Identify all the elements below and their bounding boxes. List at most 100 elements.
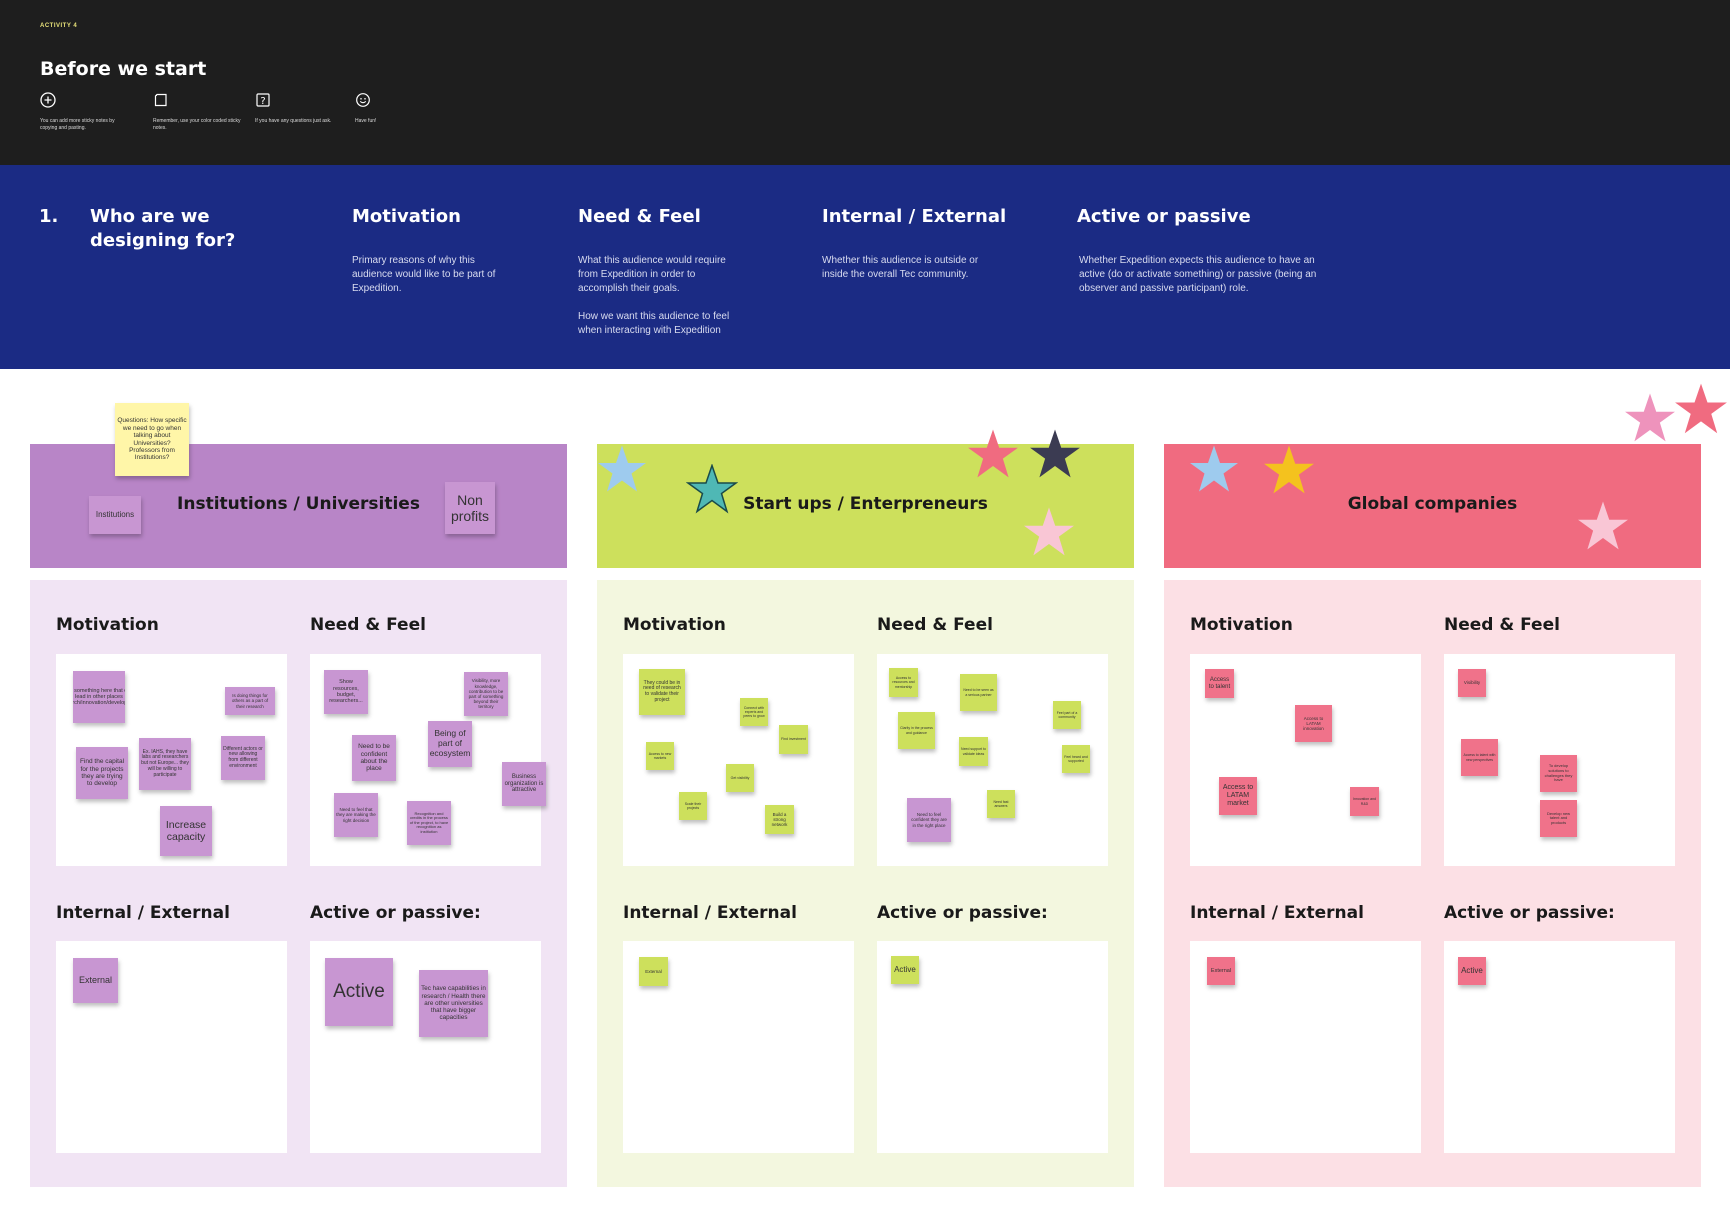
tip-add-notes: You can add more sticky notes by copying… [40, 92, 130, 132]
step-number: 1. [39, 206, 59, 227]
board-motivation[interactable]: They could be in need of research to val… [623, 654, 854, 866]
band-col-title: Motivation [352, 206, 461, 227]
sticky-note[interactable]: Need fast answers [987, 790, 1015, 818]
sticky-note[interactable]: Access to resources and mentorship [889, 668, 918, 697]
smiley-icon [356, 93, 370, 107]
board-active-passive[interactable]: Active [1444, 941, 1675, 1153]
sticky-note[interactable]: Need to be confident about the place [352, 735, 396, 781]
activity-header [0, 0, 1730, 165]
sticky-note[interactable]: Access to LATAM innovation [1295, 705, 1332, 742]
band-question: Who are we designing for? [90, 206, 236, 251]
sticky-note[interactable]: Active [891, 956, 919, 984]
band-col-title: Internal / External [822, 206, 1007, 227]
tip-text: You can add more sticky notes by copying… [40, 118, 115, 131]
sticky-note[interactable]: External [639, 957, 668, 986]
audience-panel-startups: Motivation Need & Feel Internal / Extern… [597, 580, 1134, 1187]
section-title-active: Active or passive: [1444, 903, 1615, 923]
sticky-note[interactable]: Being of part of ecosystem [428, 721, 472, 767]
star-icon[interactable] [1577, 500, 1629, 552]
board-need-feel[interactable]: Visibility Access to talent with new per… [1444, 654, 1675, 866]
question-note[interactable]: Questions: How specific we need to go wh… [115, 403, 189, 476]
tip-have-fun: Have fun! [355, 92, 445, 125]
board-internal-external[interactable]: External [1190, 941, 1421, 1153]
audience-panel-global: Motivation Need & Feel Internal / Extern… [1164, 580, 1701, 1187]
band-col-desc: Primary reasons of why this audience wou… [352, 255, 496, 294]
section-title-active: Active or passive: [310, 903, 481, 923]
sticky-note[interactable]: Active [1458, 957, 1486, 985]
sticky-note[interactable]: Scale their projects [679, 792, 707, 820]
sticky-note[interactable]: Business organization is attractive [502, 762, 546, 806]
svg-text:?: ? [260, 96, 265, 107]
board-internal-external[interactable]: External [623, 941, 854, 1153]
sticky-note[interactable]: Is doing things for others as a part of … [225, 687, 275, 715]
sticky-note[interactable]: Get visibility [726, 764, 754, 792]
tag-note[interactable]: Non profits [445, 482, 495, 534]
section-title-active: Active or passive: [877, 903, 1048, 923]
star-icon[interactable] [1624, 392, 1676, 444]
sticky-note[interactable]: Find the capital for the projects they a… [76, 747, 128, 799]
sticky-note[interactable]: Access to new markets [646, 742, 674, 770]
sticky-note[interactable]: Recognition and credits in the process o… [407, 801, 451, 845]
star-icon[interactable] [1029, 428, 1081, 480]
sticky-note[interactable]: They could be in need of research to val… [639, 669, 685, 715]
sticky-note[interactable]: Find something here that don't lead in o… [73, 671, 125, 723]
sticky-note[interactable]: Feel heard and supported [1062, 745, 1090, 773]
sticky-note[interactable]: Feel part of a community [1053, 701, 1081, 729]
sticky-note[interactable]: Find investment [779, 725, 808, 754]
sticky-note[interactable]: Build a strong network [765, 805, 794, 834]
star-icon[interactable] [1189, 444, 1239, 494]
board-motivation[interactable]: Access to talent Access to LATAM innovat… [1190, 654, 1421, 866]
board-motivation[interactable]: Find something here that don't lead in o… [56, 654, 287, 866]
section-title-need: Need & Feel [310, 615, 426, 635]
activity-label: ACTIVITY 4 [40, 23, 78, 29]
sticky-note[interactable]: Show resources, budget, researchers... [324, 670, 368, 714]
sticky-note[interactable]: Access to talent with new perspectives [1461, 739, 1498, 776]
sticky-note[interactable]: Innovation and R&D [1350, 787, 1379, 816]
sticky-note[interactable]: Visibility [1458, 669, 1486, 697]
tip-color-coded: Remember, use your color coded sticky no… [153, 92, 243, 132]
sticky-note[interactable]: Ex. IAHS, they have labs and researchers… [139, 738, 191, 790]
board-need-feel[interactable]: Show resources, budget, researchers... V… [310, 654, 546, 866]
section-title-motivation: Motivation [56, 615, 159, 635]
sticky-note[interactable]: Active [325, 958, 393, 1026]
sticky-note[interactable]: External [1207, 957, 1235, 985]
sticky-note[interactable]: Clarity in the process and guidance [898, 712, 935, 749]
board-active-passive[interactable]: Active Tec have capabilities in research… [310, 941, 541, 1153]
sticky-note-icon [154, 93, 167, 107]
sticky-note[interactable]: Need to be seen as a serious partner [960, 674, 997, 711]
sticky-note[interactable]: Increase capacity [160, 806, 212, 856]
section-title-internal: Internal / External [56, 903, 230, 923]
question-icon: ? [256, 93, 270, 107]
sticky-note[interactable]: Access to talent [1205, 669, 1234, 698]
audience-title: Institutions / Universities [177, 494, 420, 514]
sticky-note[interactable]: Need to feel that they are making the ri… [334, 793, 378, 837]
star-icon[interactable] [967, 428, 1019, 480]
sticky-note[interactable]: Tec have capabilities in research / Heal… [419, 970, 488, 1037]
star-icon[interactable] [597, 444, 647, 494]
star-icon[interactable] [1674, 382, 1728, 436]
star-icon[interactable] [1263, 444, 1315, 496]
section-title-internal: Internal / External [623, 903, 797, 923]
sticky-note[interactable]: Develop new talent and products [1540, 800, 1577, 837]
sticky-note[interactable]: Visibility, more knowledge, contribution… [464, 672, 508, 716]
definition-band [0, 165, 1730, 369]
star-icon[interactable] [1023, 506, 1075, 558]
page-title: Before we start [40, 58, 207, 80]
plus-circle-icon [40, 92, 56, 108]
band-col-desc-2: How we want this audience to feel when i… [578, 311, 730, 336]
section-title-internal: Internal / External [1190, 903, 1364, 923]
sticky-note[interactable]: Need support to validate ideas [959, 737, 988, 766]
board-active-passive[interactable]: Active [877, 941, 1108, 1153]
sticky-note[interactable]: Need to feel confident they are in the r… [907, 798, 951, 842]
star-icon[interactable] [686, 464, 738, 514]
sticky-note[interactable]: Connect with experts and peers to grow [740, 698, 768, 726]
audience-panel-institutions: Motivation Need & Feel Internal / Extern… [30, 580, 567, 1187]
board-internal-external[interactable]: External [56, 941, 287, 1153]
sticky-note[interactable]: To develop solutions to challenges they … [1540, 755, 1577, 792]
sticky-note[interactable]: Access to LATAM market [1219, 777, 1257, 815]
tag-note[interactable]: Institutions [89, 496, 141, 534]
audience-title: Start ups / Enterpreneurs [743, 494, 988, 514]
sticky-note[interactable]: Different actors or new allowing from di… [221, 736, 265, 780]
board-need-feel[interactable]: Access to resources and mentorship Need … [877, 654, 1108, 866]
sticky-note[interactable]: External [73, 958, 118, 1003]
